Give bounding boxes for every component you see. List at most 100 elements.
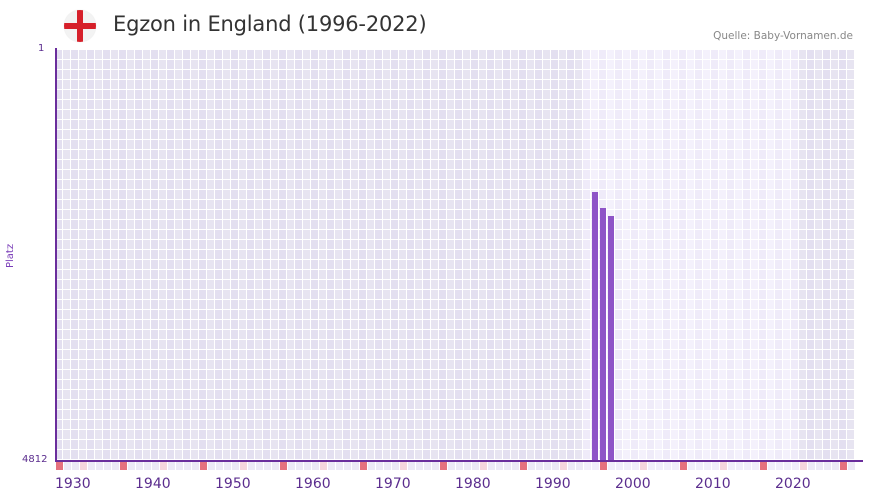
year-marker [184, 462, 191, 470]
grid-column [199, 48, 207, 460]
grid-column [151, 48, 159, 460]
year-marker [336, 462, 343, 470]
grid-column [615, 48, 623, 460]
grid-column [751, 48, 759, 460]
y-tick-bottom: 4812 [22, 454, 48, 465]
year-marker [816, 462, 823, 470]
year-marker [792, 462, 799, 470]
year-marker [472, 462, 479, 470]
grid-column [831, 48, 839, 460]
year-marker [376, 462, 383, 470]
year-marker [176, 462, 183, 470]
year-marker [152, 462, 159, 470]
grid-column [527, 48, 535, 460]
year-marker [432, 462, 439, 470]
year-marker [160, 462, 167, 470]
grid-column [663, 48, 671, 460]
year-marker [640, 462, 647, 470]
grid-column [423, 48, 431, 460]
year-marker [680, 462, 687, 470]
grid-column [71, 48, 79, 460]
grid-column [703, 48, 711, 460]
grid-column [623, 48, 631, 460]
grid-column [783, 48, 791, 460]
year-marker [96, 462, 103, 470]
grid-column [279, 48, 287, 460]
grid-column [687, 48, 695, 460]
year-marker [456, 462, 463, 470]
grid-column [767, 48, 775, 460]
source-link[interactable]: Quelle: Baby-Vornamen.de [713, 30, 853, 42]
year-marker [360, 462, 367, 470]
year-marker [784, 462, 791, 470]
grid-column [799, 48, 807, 460]
year-marker [248, 462, 255, 470]
grid-column [679, 48, 687, 460]
x-tick-label: 1980 [455, 476, 491, 492]
grid-column [743, 48, 751, 460]
grid-column [191, 48, 199, 460]
year-marker [720, 462, 727, 470]
year-marker [464, 462, 471, 470]
x-tick-label: 1970 [375, 476, 411, 492]
data-bar[interactable] [600, 208, 606, 460]
year-marker [72, 462, 79, 470]
year-marker [808, 462, 815, 470]
x-tick-label: 1990 [535, 476, 571, 492]
year-marker [264, 462, 271, 470]
grid-column [567, 48, 575, 460]
grid-column [631, 48, 639, 460]
grid-column [143, 48, 151, 460]
year-marker [256, 462, 263, 470]
year-marker [584, 462, 591, 470]
year-marker [448, 462, 455, 470]
grid-column [351, 48, 359, 460]
grid-column [223, 48, 231, 460]
grid-column [575, 48, 583, 460]
year-marker [840, 462, 847, 470]
grid-column [439, 48, 447, 460]
year-marker [144, 462, 151, 470]
year-marker [208, 462, 215, 470]
grid-column [495, 48, 503, 460]
grid-column [367, 48, 375, 460]
x-tick-label: 1940 [135, 476, 171, 492]
grid-column [63, 48, 71, 460]
data-bar[interactable] [608, 215, 614, 460]
grid-column [311, 48, 319, 460]
grid-column [239, 48, 247, 460]
x-tick-label: 1930 [55, 476, 91, 492]
grid-column [391, 48, 399, 460]
grid-column [535, 48, 543, 460]
year-marker [600, 462, 607, 470]
year-marker [672, 462, 679, 470]
year-marker [776, 462, 783, 470]
grid-column [295, 48, 303, 460]
year-marker [624, 462, 631, 470]
grid-column [119, 48, 127, 460]
year-marker [400, 462, 407, 470]
year-marker [120, 462, 127, 470]
x-axis-line [55, 460, 863, 462]
grid-column [511, 48, 519, 460]
grid-column [135, 48, 143, 460]
grid-column [455, 48, 463, 460]
grid-column [159, 48, 167, 460]
year-marker [320, 462, 327, 470]
year-marker [728, 462, 735, 470]
grid-column [807, 48, 815, 460]
grid-column [167, 48, 175, 460]
x-tick-label: 1950 [215, 476, 251, 492]
grid-column [383, 48, 391, 460]
year-marker [632, 462, 639, 470]
grid-column [215, 48, 223, 460]
y-axis-line [55, 48, 57, 461]
plot-area [55, 48, 863, 460]
grid-column [503, 48, 511, 460]
year-marker [512, 462, 519, 470]
year-marker [744, 462, 751, 470]
year-marker [168, 462, 175, 470]
data-bar[interactable] [592, 191, 598, 460]
year-marker [656, 462, 663, 470]
grid-column [815, 48, 823, 460]
